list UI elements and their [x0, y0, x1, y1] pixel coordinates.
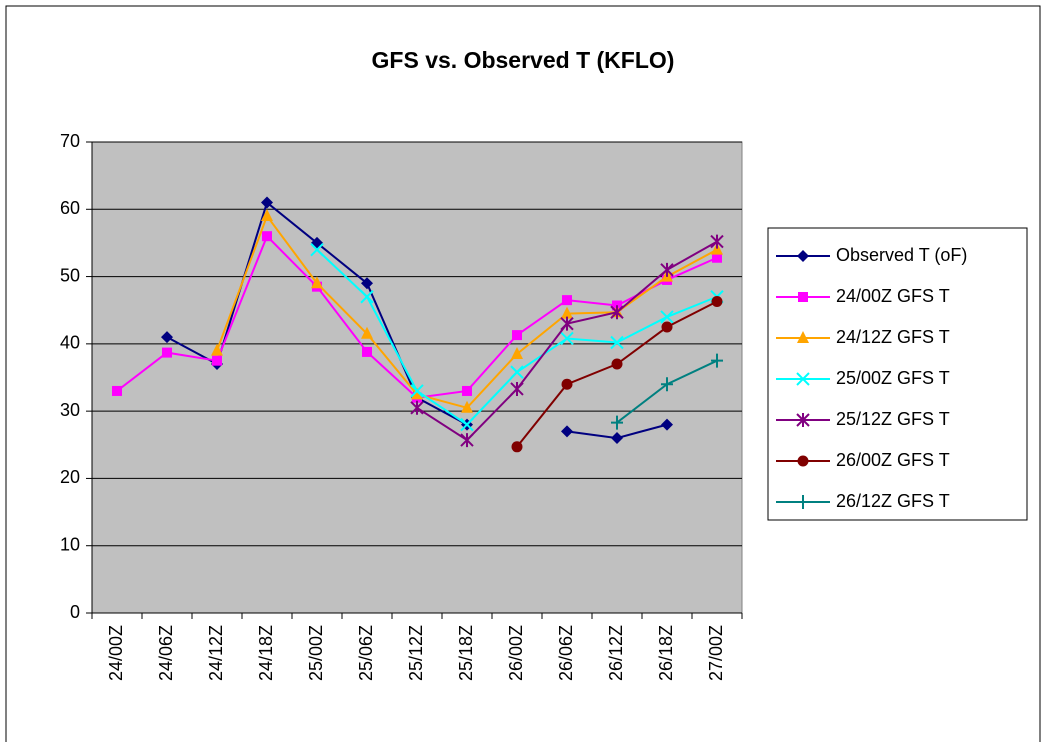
data-point [411, 387, 423, 400]
data-point [211, 343, 223, 356]
legend-marker [796, 413, 810, 427]
plot-area [91, 141, 743, 614]
y-tick-label: 30 [60, 400, 80, 420]
data-point [711, 295, 723, 307]
x-tick-label: 25/12Z [406, 625, 426, 681]
x-tick-label: 25/06Z [356, 625, 376, 681]
data-point [661, 377, 673, 392]
data-point [361, 326, 373, 339]
legend-marker [797, 250, 809, 262]
x-tick-label: 24/18Z [256, 625, 276, 681]
data-point [112, 385, 122, 396]
legend-marker [798, 292, 808, 302]
x-tick-label: 26/06Z [556, 625, 576, 681]
x-tick-label: 24/00Z [106, 625, 126, 681]
data-point [261, 209, 273, 222]
data-point [512, 330, 522, 341]
data-point [212, 355, 222, 366]
legend-label: 25/12Z GFS T [836, 409, 950, 429]
data-point [562, 295, 572, 306]
legend-marker [796, 372, 810, 386]
x-tick-label: 24/06Z [156, 625, 176, 681]
x-tick-label: 24/12Z [206, 625, 226, 681]
x-tick-label: 25/00Z [306, 625, 326, 681]
data-point [710, 234, 724, 249]
data-point [661, 418, 673, 431]
legend-label: 24/12Z GFS T [836, 327, 950, 347]
y-tick-label: 0 [70, 602, 80, 622]
data-point [510, 381, 524, 396]
data-point [162, 347, 172, 358]
data-point [611, 432, 623, 445]
data-point [161, 331, 173, 344]
data-point [560, 331, 574, 346]
x-tick-label: 25/18Z [456, 625, 476, 681]
data-point [462, 385, 472, 396]
data-point [660, 262, 674, 277]
x-tick-label: 26/00Z [506, 625, 526, 681]
legend-marker [797, 455, 809, 467]
y-tick-label: 70 [60, 131, 80, 151]
data-point [711, 242, 723, 255]
legend-label: 26/12Z GFS T [836, 491, 950, 511]
x-tick-label: 26/18Z [656, 625, 676, 681]
legend-marker [797, 331, 809, 343]
data-point [561, 306, 573, 319]
data-point [611, 358, 623, 370]
chart-title: GFS vs. Observed T (KFLO) [372, 47, 675, 73]
data-point [310, 242, 324, 257]
data-point [511, 346, 523, 359]
data-point [311, 276, 323, 289]
data-point [711, 353, 723, 368]
y-tick-label: 50 [60, 265, 80, 285]
y-tick-label: 40 [60, 333, 80, 353]
data-point [610, 335, 624, 350]
data-point [611, 415, 623, 430]
data-point [510, 365, 524, 379]
data-point [561, 378, 573, 390]
data-point [410, 384, 424, 398]
legend-label: 26/00Z GFS T [836, 450, 950, 470]
data-point [511, 441, 523, 453]
x-tick-label: 26/12Z [606, 625, 626, 681]
data-point [361, 277, 373, 290]
data-point [261, 196, 273, 209]
data-point [712, 252, 722, 263]
data-point [561, 425, 573, 438]
y-tick-label: 60 [60, 198, 80, 218]
data-point [610, 305, 624, 320]
data-point [362, 346, 372, 357]
x-tick-label: 27/00Z [706, 625, 726, 681]
legend-marker [797, 495, 809, 509]
data-point [461, 400, 473, 413]
legend-label: Observed T (oF) [836, 245, 967, 265]
data-point [360, 290, 374, 304]
y-tick-label: 10 [60, 534, 80, 554]
data-point [661, 321, 673, 333]
data-point [460, 433, 474, 448]
data-point [560, 316, 574, 331]
data-point [460, 417, 474, 432]
legend-label: 24/00Z GFS T [836, 286, 950, 306]
legend-label: 25/00Z GFS T [836, 368, 950, 388]
y-tick-label: 20 [60, 467, 80, 487]
data-point [660, 310, 674, 324]
legend [767, 227, 1028, 521]
data-point [262, 231, 272, 242]
data-point [410, 400, 424, 415]
